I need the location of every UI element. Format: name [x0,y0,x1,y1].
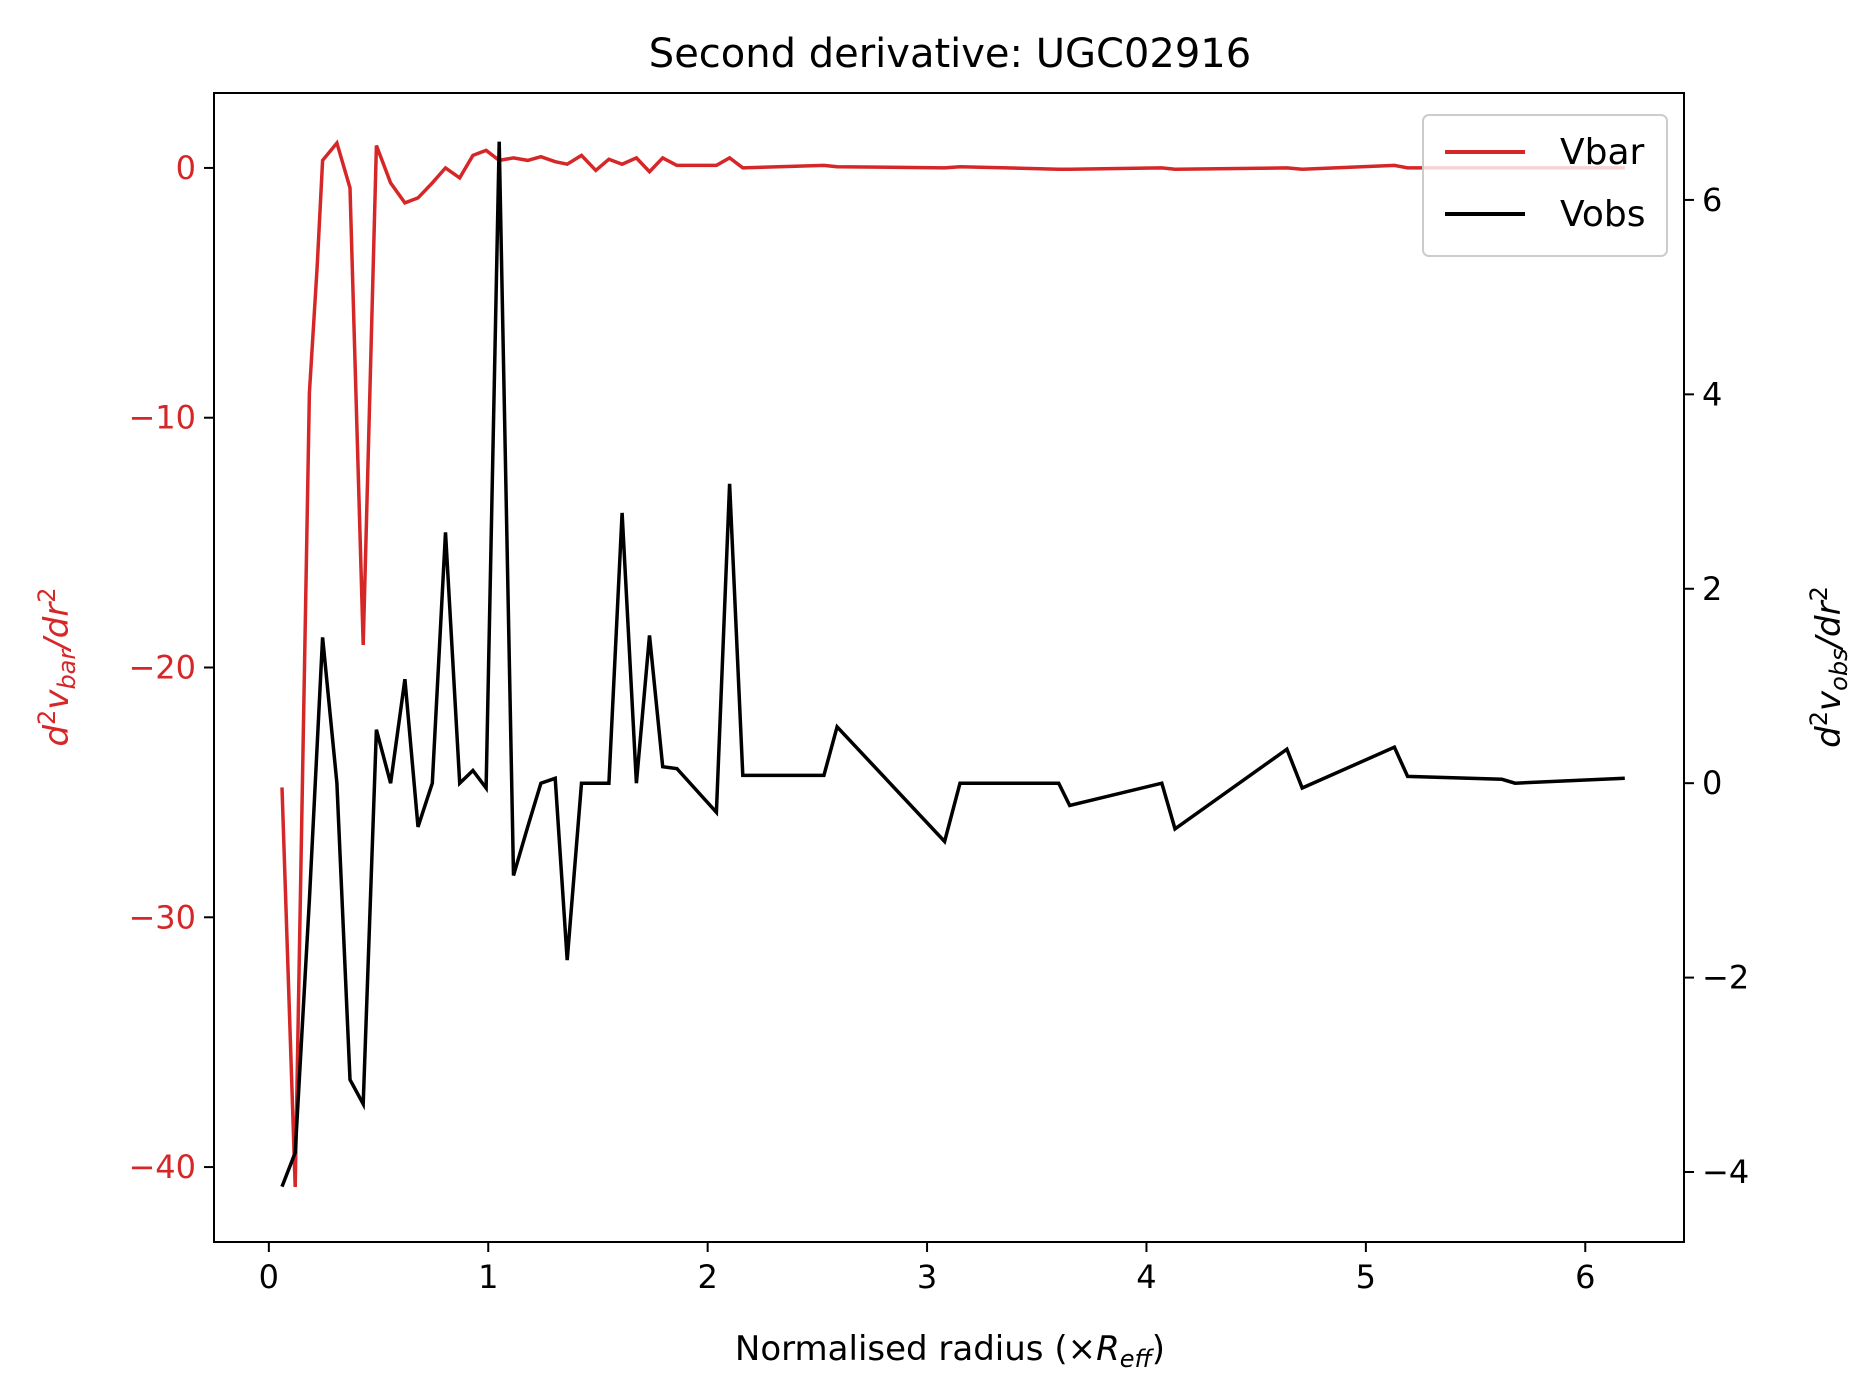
y-left-tick-label: −30 [128,898,196,936]
x-tick-label: 3 [917,1258,937,1296]
legend-label-vobs: Vobs [1560,194,1645,235]
y-right-tick-label: −2 [1702,959,1749,997]
y-right-label-exp: 2 [1805,711,1833,726]
x-tick-label: 4 [1136,1258,1156,1296]
x-axis-label: Normalised radius (×Reff) [735,1329,1165,1373]
y-right-tick-label: 2 [1702,570,1722,608]
x-tick-label: 5 [1356,1258,1376,1296]
y-left-label-sub: bar [53,648,81,690]
y-right-tick-label: 4 [1702,375,1722,413]
series-line-vobs [280,141,1625,1188]
x-axis-label-sub: eff [1120,1345,1155,1373]
x-axis-label-suffix: ) [1152,1329,1165,1369]
y-left-label-d: d [37,725,77,747]
y-right-label-exp2: 2 [1805,586,1833,601]
y-right-label-tail: /dr [1809,599,1849,651]
y-right-label-sub: obs [1825,648,1853,690]
y-right-label-v: v [1809,690,1849,711]
x-axis-label-prefix: Normalised radius (× [735,1329,1096,1369]
y-left-label-exp2: 2 [33,587,61,602]
y-left-tick-label: −40 [128,1148,196,1186]
x-tick-label: 2 [697,1258,717,1296]
y-left-label-tail: /dr [37,601,77,653]
x-tick-label: 6 [1575,1258,1595,1296]
y-left-tick-label: −20 [128,649,196,687]
y-right-ticks: 6 4 2 0 −2 −4 [1684,181,1749,1191]
legend: Vbar Vobs [1422,114,1668,257]
y-left-label-v: v [37,689,77,710]
y-left-axis-label: d2vbar/dr2 [33,587,81,746]
plot-frame [213,92,1685,1243]
y-left-ticks: 0 −10 −20 −30 −40 [128,149,214,1186]
x-tick-label: 0 [259,1258,279,1296]
x-tick-label: 1 [478,1258,498,1296]
y-left-tick-label: −10 [128,399,196,437]
legend-label-vbar: Vbar [1560,132,1645,173]
y-right-tick-label: 0 [1702,764,1722,802]
y-right-label-d: d [1809,726,1849,748]
y-right-tick-label: 6 [1702,181,1722,219]
y-right-tick-label: −4 [1702,1153,1749,1191]
y-left-label-exp: 2 [33,710,61,725]
plot-lines [280,139,1625,1188]
y-right-axis-label: d2vobs/dr2 [1805,586,1853,748]
x-ticks: 0 1 2 3 4 5 6 [259,1242,1595,1296]
y-left-tick-label: 0 [176,149,196,187]
x-axis-label-symbol: R [1096,1329,1120,1369]
chart-title: Second derivative: UGC02916 [649,31,1251,77]
series-line-vbar [280,139,1625,1188]
